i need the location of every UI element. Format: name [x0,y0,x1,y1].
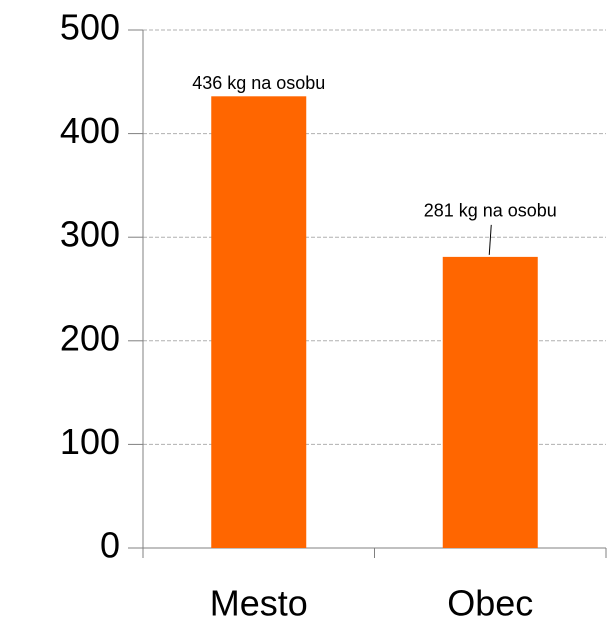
y-tick-label: 100 [60,421,120,462]
y-tick-label: 500 [60,7,120,48]
y-tick-label: 400 [60,110,120,151]
value-label: 281 kg na osobu [424,201,557,221]
x-tick-label: Mesto [210,583,308,624]
y-tick-label: 0 [100,525,120,566]
bar [442,256,538,548]
y-tick-label: 300 [60,214,120,255]
bar [211,96,307,548]
value-label: 436 kg na osobu [192,73,325,93]
leader-line [488,224,492,255]
x-tick-label: Obec [447,583,533,624]
y-tick-label: 200 [60,317,120,358]
